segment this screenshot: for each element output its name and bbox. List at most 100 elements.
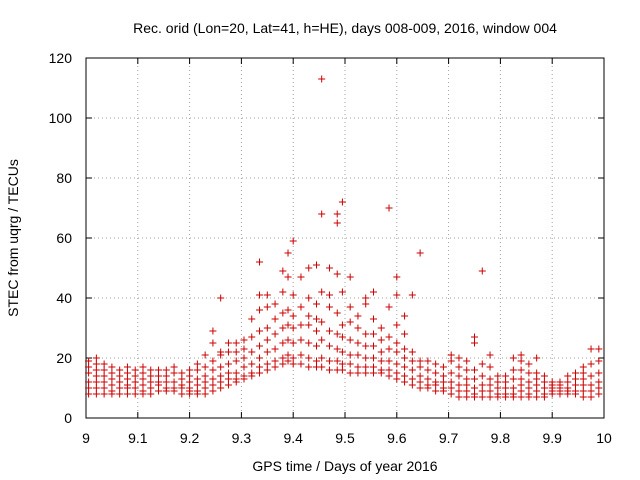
data-point bbox=[525, 369, 533, 377]
data-point bbox=[502, 390, 510, 398]
data-point bbox=[201, 363, 209, 371]
data-points bbox=[85, 75, 603, 401]
data-point bbox=[289, 324, 297, 332]
data-point bbox=[455, 387, 463, 395]
data-point bbox=[564, 384, 572, 392]
data-point bbox=[217, 378, 225, 386]
data-point bbox=[548, 378, 556, 386]
data-point bbox=[439, 384, 447, 392]
data-point bbox=[325, 303, 333, 311]
data-point bbox=[297, 360, 305, 368]
data-point bbox=[385, 303, 393, 311]
data-point bbox=[263, 336, 271, 344]
data-point bbox=[509, 366, 517, 374]
data-point bbox=[139, 381, 147, 389]
data-point bbox=[116, 384, 124, 392]
data-point bbox=[486, 375, 494, 383]
x-tick-label: 9.2 bbox=[180, 430, 200, 446]
data-point bbox=[471, 339, 478, 347]
data-point bbox=[362, 363, 370, 371]
data-point bbox=[447, 369, 455, 377]
data-point bbox=[362, 294, 370, 302]
data-point bbox=[263, 303, 271, 311]
data-point bbox=[401, 372, 409, 380]
data-point bbox=[338, 348, 346, 356]
data-point bbox=[108, 363, 116, 371]
data-point bbox=[108, 369, 116, 377]
data-point bbox=[447, 384, 455, 392]
data-point bbox=[533, 393, 541, 401]
data-point bbox=[325, 327, 333, 335]
data-point bbox=[139, 387, 147, 395]
data-point bbox=[377, 357, 385, 365]
data-point bbox=[85, 369, 93, 377]
data-point bbox=[517, 381, 525, 389]
data-point bbox=[478, 387, 486, 395]
data-point bbox=[248, 360, 256, 368]
data-point bbox=[170, 369, 178, 377]
data-point bbox=[385, 333, 393, 341]
data-point bbox=[147, 384, 155, 392]
data-point bbox=[313, 327, 321, 335]
chart-title: Rec. orid (Lon=20, Lat=41, h=HE), days 0… bbox=[133, 20, 557, 36]
data-point bbox=[478, 393, 486, 401]
data-point bbox=[256, 291, 264, 299]
data-point bbox=[587, 381, 595, 389]
data-point bbox=[209, 381, 217, 389]
data-point bbox=[478, 360, 486, 368]
data-point bbox=[540, 384, 548, 392]
x-tick-label: 9.1 bbox=[128, 430, 148, 446]
y-tick-label: 20 bbox=[56, 350, 72, 366]
data-point bbox=[131, 384, 139, 392]
data-point bbox=[354, 369, 362, 377]
data-point bbox=[463, 357, 471, 365]
data-point bbox=[393, 348, 401, 356]
data-point bbox=[92, 390, 100, 398]
data-point bbox=[305, 339, 313, 347]
data-point bbox=[240, 354, 248, 362]
data-point bbox=[486, 393, 494, 401]
data-point bbox=[232, 339, 240, 347]
data-point bbox=[131, 390, 139, 398]
data-point bbox=[209, 327, 217, 335]
data-point bbox=[333, 345, 341, 353]
data-point bbox=[540, 378, 548, 386]
data-point bbox=[401, 354, 409, 362]
data-point bbox=[305, 354, 313, 362]
data-point bbox=[217, 372, 225, 380]
data-point bbox=[393, 339, 401, 347]
data-point bbox=[108, 387, 116, 395]
data-point bbox=[595, 357, 603, 365]
data-point bbox=[325, 366, 333, 374]
data-point bbox=[100, 384, 108, 392]
data-point bbox=[424, 366, 432, 374]
data-point bbox=[424, 381, 432, 389]
data-point bbox=[432, 378, 440, 386]
data-point bbox=[447, 378, 455, 386]
data-point bbox=[224, 375, 232, 383]
data-point bbox=[595, 345, 603, 353]
data-point bbox=[224, 369, 232, 377]
data-point bbox=[147, 390, 155, 398]
data-point bbox=[463, 381, 471, 389]
y-tick-label: 40 bbox=[56, 290, 72, 306]
data-point bbox=[338, 360, 346, 368]
data-point bbox=[100, 378, 108, 386]
data-point bbox=[595, 369, 603, 377]
data-point bbox=[178, 381, 186, 389]
data-point bbox=[416, 249, 424, 257]
data-point bbox=[572, 387, 580, 395]
data-point bbox=[131, 372, 139, 380]
data-point bbox=[587, 372, 595, 380]
data-point bbox=[263, 366, 271, 374]
data-point bbox=[313, 357, 321, 365]
data-point bbox=[517, 351, 525, 359]
data-point bbox=[486, 381, 494, 389]
data-point bbox=[193, 366, 201, 374]
data-point bbox=[256, 369, 264, 377]
x-tick-label: 10 bbox=[596, 430, 612, 446]
y-tick-label: 0 bbox=[64, 410, 72, 426]
data-point bbox=[362, 369, 370, 377]
data-point bbox=[289, 237, 297, 245]
y-tick-label: 60 bbox=[56, 230, 72, 246]
